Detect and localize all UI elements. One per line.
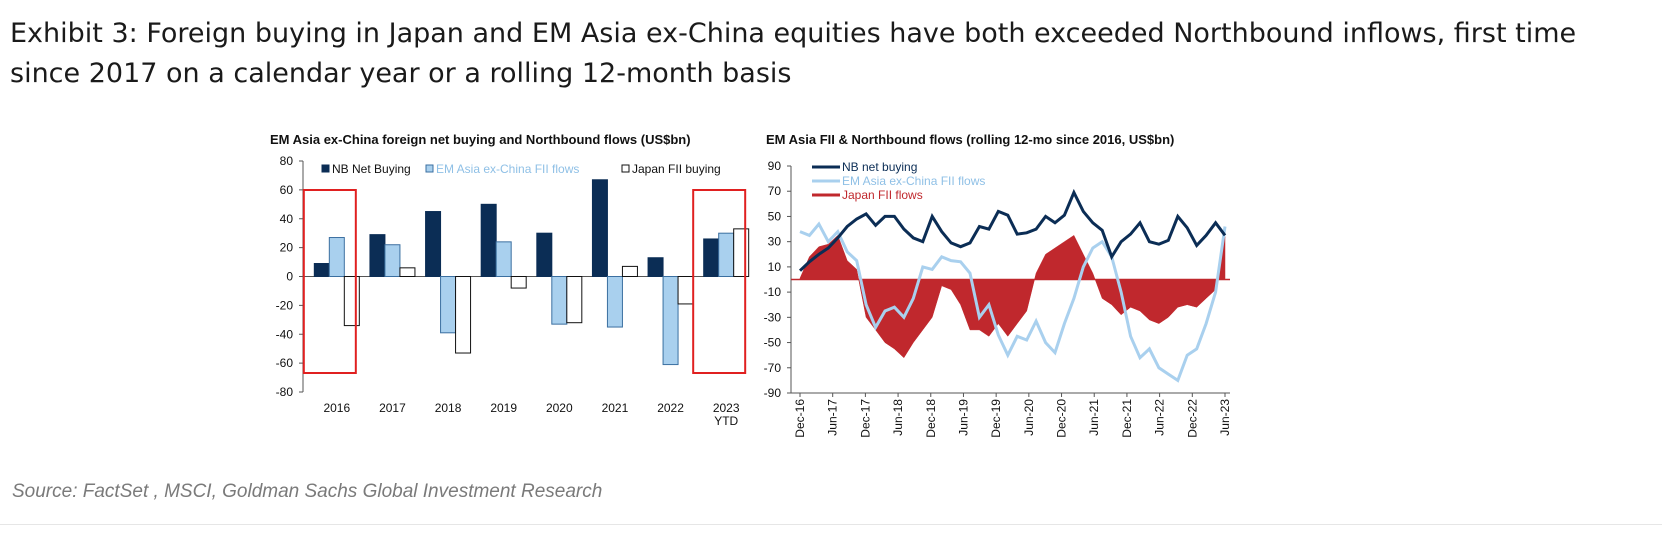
area-x-tick-label: Dec-22 <box>1185 399 1199 438</box>
highlight-box-2016 <box>302 189 357 374</box>
japan-fii-flows-area <box>799 234 1226 359</box>
bar-x-tick-label: 2018 <box>435 401 462 415</box>
bar-japan-fii-buying-2020 <box>566 276 583 324</box>
area-y-tick-label: -30 <box>764 310 782 324</box>
bar-em-asia-ex-china-fii-flows-2016 <box>328 237 345 278</box>
area-y-tick-label: -90 <box>764 386 782 400</box>
area-x-tick-label: Jun-20 <box>1022 399 1036 436</box>
bar-y-tick-label: -40 <box>276 327 294 341</box>
area-legend-label: Japan FII flows <box>842 188 923 202</box>
bar-japan-fii-buying-2018 <box>455 276 472 354</box>
area-y-tick-label: -10 <box>764 285 782 299</box>
area-y-tick-label: 70 <box>768 184 782 198</box>
area-y-tick-label: 30 <box>768 235 782 249</box>
area-x-tick-label: Dec-18 <box>924 399 938 438</box>
area-legend-label: NB net buying <box>842 160 917 174</box>
area-y-tick-label: 50 <box>768 209 782 223</box>
bar-x-tick-label: 2016 <box>323 401 350 415</box>
bar-x-tick-label: 2023 YTD <box>713 401 740 428</box>
nb-net-buying-line <box>798 188 1227 272</box>
bar-em-asia-ex-china-fii-flows-2017 <box>384 244 401 278</box>
bar-legend-swatch <box>425 164 434 173</box>
highlight-box-2023-YTD <box>692 189 747 374</box>
bar-japan-fii-buying-2021 <box>621 265 638 277</box>
bar-y-tick-label: 0 <box>286 270 293 284</box>
bar-x-tick-label: 2022 <box>657 401 684 415</box>
bar-legend-label: Japan FII buying <box>632 162 721 176</box>
area-x-tick-label: Dec-21 <box>1120 399 1134 438</box>
bar-em-asia-ex-china-fii-flows-2021 <box>606 276 623 328</box>
bar-legend-swatch <box>621 164 630 173</box>
bar-y-tick-label: -80 <box>276 385 294 399</box>
exhibit-title: Exhibit 3: Foreign buying in Japan and E… <box>10 18 1577 89</box>
bar-y-tick-label: 80 <box>280 154 294 168</box>
bar-nb-net-buying-2020 <box>536 232 553 277</box>
bar-y-tick-label: 60 <box>280 183 294 197</box>
bar-em-asia-ex-china-fii-flows-2022 <box>662 276 679 366</box>
area-x-tick-label: Jun-19 <box>956 399 970 436</box>
bar-x-tick-label: 2020 <box>546 401 573 415</box>
em-asia-fii-flows-line <box>799 221 1227 383</box>
bar-legend-swatch <box>321 164 330 173</box>
bar-japan-fii-buying-2017 <box>399 267 416 277</box>
area-x-tick-label: Jun-17 <box>826 399 840 436</box>
area-x-tick-label: Dec-19 <box>989 399 1003 438</box>
bar-x-tick-label: 2021 <box>602 401 629 415</box>
bar-x-tick-label: 2017 <box>379 401 406 415</box>
bar-nb-net-buying-2019 <box>480 203 497 277</box>
bar-legend-label: NB Net Buying <box>332 162 411 176</box>
bar-y-tick-label: 40 <box>280 212 294 226</box>
area-chart-title: EM Asia FII & Northbound flows (rolling … <box>766 132 1174 147</box>
source-note: Source: FactSet , MSCI, Goldman Sachs Gl… <box>12 481 603 502</box>
area-y-tick-label: -70 <box>764 361 782 375</box>
bar-japan-fii-buying-2019 <box>510 276 527 289</box>
bar-y-tick-label: 20 <box>280 241 294 255</box>
bar-nb-net-buying-2022 <box>647 257 664 278</box>
area-y-tick-label: 90 <box>768 159 782 173</box>
area-y-tick-label: -50 <box>764 336 782 350</box>
bar-chart: EM Asia ex-China foreign net buying and … <box>270 132 750 428</box>
bar-x-tick-label: 2019 <box>490 401 517 415</box>
bar-em-asia-ex-china-fii-flows-2019 <box>495 241 512 278</box>
area-x-tick-label: Jun-21 <box>1087 399 1101 436</box>
area-x-tick-label: Dec-20 <box>1055 399 1069 438</box>
bar-legend-label: EM Asia ex-China FII flows <box>436 162 579 176</box>
divider <box>0 524 1662 525</box>
bar-y-tick-label: -20 <box>276 298 294 312</box>
area-line-chart: EM Asia FII & Northbound flows (rolling … <box>764 132 1232 438</box>
area-x-tick-label: Jun-23 <box>1218 399 1232 436</box>
area-legend-label: EM Asia ex-China FII flows <box>842 174 985 188</box>
area-x-tick-label: Jun-22 <box>1153 399 1167 436</box>
bar-nb-net-buying-2021 <box>591 179 608 277</box>
bar-y-tick-label: -60 <box>276 356 294 370</box>
area-x-tick-label: Dec-17 <box>858 399 872 438</box>
area-x-tick-label: Dec-16 <box>793 399 807 438</box>
bar-nb-net-buying-2018 <box>425 211 442 277</box>
area-y-tick-label: 10 <box>768 260 782 274</box>
bar-chart-title: EM Asia ex-China foreign net buying and … <box>270 132 691 147</box>
area-x-tick-label: Jun-18 <box>891 399 905 436</box>
